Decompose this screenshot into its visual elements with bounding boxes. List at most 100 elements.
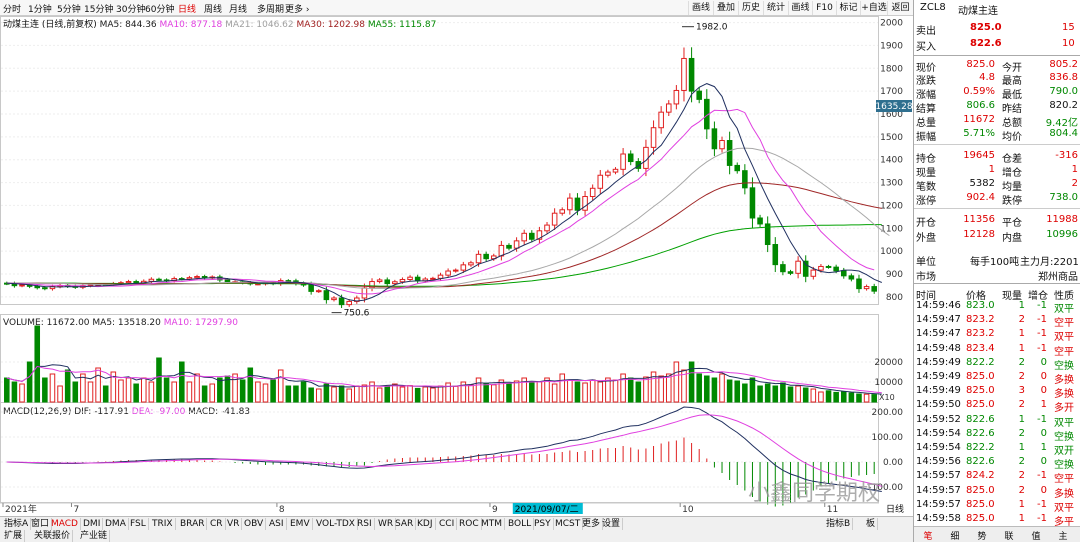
volume-bar bbox=[742, 383, 748, 403]
volume-bar bbox=[529, 382, 535, 403]
tool-button[interactable]: 历史 bbox=[738, 1, 763, 15]
candle bbox=[529, 230, 535, 243]
axis-period-label[interactable]: 日线 bbox=[886, 503, 904, 515]
period-tab[interactable]: 多周期 bbox=[257, 5, 285, 15]
tool-button[interactable]: 画线 bbox=[788, 1, 812, 15]
indicator-tab[interactable]: DMA bbox=[103, 518, 129, 530]
tool-button[interactable]: +自选 bbox=[860, 1, 887, 15]
quote-cell: 5.71% bbox=[963, 128, 995, 139]
indicator-tab[interactable]: ASI bbox=[267, 518, 287, 530]
tool-button[interactable]: 画线 bbox=[688, 1, 713, 15]
extension-tab[interactable]: 扩展 bbox=[2, 530, 26, 542]
quote-tab[interactable]: 笔 bbox=[923, 532, 933, 542]
indicator-tab[interactable]: CR bbox=[208, 518, 226, 530]
indicator-tab[interactable]: VR bbox=[225, 518, 243, 530]
indicator-tab[interactable]: FSL bbox=[128, 518, 149, 530]
quote-cell: 14:59:47 bbox=[916, 328, 961, 340]
indicator-tab[interactable]: 窗口 bbox=[29, 518, 53, 530]
period-tab[interactable]: 周线 bbox=[204, 5, 223, 15]
price-tick-label: 1400 bbox=[880, 156, 903, 166]
quote-tab[interactable]: 细 bbox=[950, 532, 960, 542]
price-tick-label: 1900 bbox=[880, 41, 903, 51]
tool-button[interactable]: F10 bbox=[812, 1, 836, 15]
date-label: 9 bbox=[492, 505, 498, 515]
volume-bar bbox=[825, 390, 832, 403]
indicator-tab[interactable]: 设置 bbox=[600, 518, 624, 530]
quote-row: 市场 郑州商品 bbox=[914, 268, 1080, 283]
tool-button[interactable]: 标记 bbox=[836, 1, 860, 15]
quote-cell: 11988 bbox=[1046, 214, 1078, 225]
quote-cell: 2 bbox=[1018, 356, 1025, 368]
quote-tab[interactable]: 联 bbox=[1004, 532, 1014, 542]
indicator-tab[interactable]: MTM bbox=[479, 518, 506, 530]
indicator-tab[interactable]: RSI bbox=[355, 518, 375, 530]
volume-bar bbox=[605, 377, 611, 403]
indicator-tab[interactable]: ROC bbox=[457, 518, 482, 530]
extension-tab[interactable]: 关联报价 bbox=[32, 530, 74, 542]
period-tab[interactable]: 60分钟 bbox=[145, 5, 175, 15]
quote-cell: -1 bbox=[1037, 413, 1047, 425]
indicator-tab[interactable]: BOLL bbox=[506, 518, 535, 530]
extension-tab[interactable]: 产业链 bbox=[78, 530, 111, 542]
period-tab[interactable]: 30分钟 bbox=[116, 5, 146, 15]
indicator-tab[interactable]: BRAR bbox=[178, 518, 208, 530]
candle bbox=[57, 283, 63, 289]
indicator-tab[interactable]: 更多 bbox=[580, 518, 604, 530]
volume-tick-label: 10000 bbox=[874, 378, 903, 388]
indicator-tab[interactable]: OBV bbox=[242, 518, 267, 530]
date-label: 11 bbox=[827, 505, 838, 515]
quote-tab[interactable]: 主 bbox=[1058, 532, 1068, 542]
indicator-tab[interactable]: PSY bbox=[532, 518, 554, 530]
indicator-tab[interactable]: VOL-TDX bbox=[314, 518, 358, 530]
period-tab[interactable]: 1分钟 bbox=[28, 5, 52, 15]
candle bbox=[452, 268, 459, 273]
candle bbox=[802, 255, 809, 283]
candle bbox=[719, 136, 725, 153]
indicator-tab[interactable]: MACD bbox=[49, 518, 81, 530]
period-tab[interactable]: 5分钟 bbox=[57, 5, 81, 15]
indicator-tab[interactable]: KDJ bbox=[415, 518, 436, 530]
indicator-tab[interactable]: MCST bbox=[553, 518, 584, 530]
price-tick-label: 1600 bbox=[880, 110, 903, 120]
indicator-tab[interactable]: DMI bbox=[81, 518, 104, 530]
volume-bar bbox=[551, 383, 558, 403]
period-tab[interactable]: 更多 › bbox=[285, 5, 310, 15]
period-tab[interactable]: 15分钟 bbox=[84, 5, 114, 15]
indicator-tab[interactable]: SAR bbox=[393, 518, 417, 530]
quote-tab[interactable]: 值 bbox=[1031, 532, 1041, 542]
quote-cell: 14:59:57 bbox=[916, 470, 961, 482]
quote-cell: 825.0 bbox=[966, 484, 995, 496]
quote-cell: 双平 bbox=[1054, 502, 1074, 514]
indicator-b-tab[interactable]: 板 bbox=[864, 518, 879, 530]
quote-cell: 每手100吨 bbox=[970, 257, 1020, 268]
volume-bar bbox=[148, 381, 155, 403]
period-tab[interactable]: 分时 bbox=[3, 5, 22, 15]
quote-cell: 振幅 bbox=[916, 132, 936, 143]
quote-cell: 3 bbox=[1018, 385, 1025, 397]
tool-button[interactable]: 统计 bbox=[763, 1, 788, 15]
quote-cell: -1 bbox=[1037, 470, 1047, 482]
ma5-line bbox=[6, 83, 882, 302]
indicator-tab[interactable]: TRIX bbox=[150, 518, 176, 530]
tick-row: 14:59:49 825.0 3 0 多换 bbox=[914, 385, 1080, 400]
indicator-b-tab[interactable]: 指标B bbox=[824, 518, 854, 530]
indicator-tab[interactable]: EMV bbox=[288, 518, 313, 530]
quote-tab[interactable]: 势 bbox=[977, 532, 987, 542]
volume-bar bbox=[209, 383, 216, 403]
volume-bar bbox=[163, 377, 170, 403]
indicator-tab[interactable]: CCI bbox=[437, 518, 458, 530]
quote-cell: 790.0 bbox=[1049, 86, 1078, 97]
tool-button[interactable]: 叠加 bbox=[713, 1, 738, 15]
quote-cell: 806.6 bbox=[966, 100, 995, 111]
price-tick-label: 1200 bbox=[880, 201, 903, 211]
volume-legend: VOLUME: 11672.00 MA5: 13518.20 MA10: 172… bbox=[3, 318, 238, 328]
tool-button[interactable]: 返回 bbox=[887, 1, 913, 15]
period-tab[interactable]: 月线 bbox=[229, 5, 248, 15]
quote-cell: 1 bbox=[1018, 328, 1025, 340]
date-selection bbox=[512, 503, 583, 514]
quote-cell: 现价 bbox=[916, 63, 936, 74]
period-tab[interactable]: 日线 bbox=[178, 5, 197, 15]
indicator-tab[interactable]: 指标A bbox=[2, 518, 32, 530]
quote-cell: 跌停 bbox=[1002, 196, 1022, 207]
indicator-tab[interactable]: WR bbox=[376, 518, 397, 530]
